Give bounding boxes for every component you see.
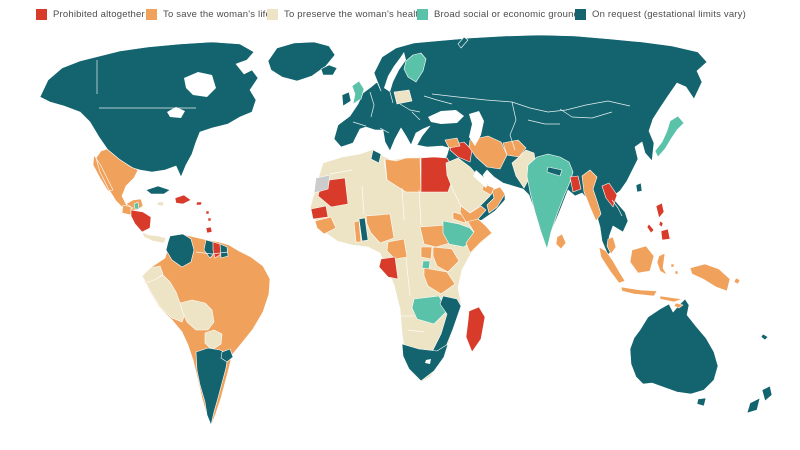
legend-item-prohibited: Prohibited altogether [36, 9, 145, 21]
hudson-bay [184, 72, 216, 97]
country-papua-new-guinea [689, 263, 741, 292]
country-bangladesh [569, 175, 582, 193]
country-poland [393, 89, 413, 105]
country-myanmar [581, 169, 602, 222]
country-oman [486, 186, 506, 214]
country-argentina [195, 347, 229, 426]
country-india [526, 153, 574, 250]
country-indonesia [598, 245, 684, 309]
country-western-sahara [313, 174, 331, 194]
country-borders-africa [329, 159, 425, 333]
legend-swatch-preserve-health [267, 9, 278, 20]
black-sea [428, 110, 464, 124]
country-cameroon [386, 238, 408, 260]
country-borders-asia [431, 93, 631, 217]
country-belize [133, 201, 140, 210]
country-novaya-zemlya [457, 36, 469, 49]
country-malaysia [606, 236, 617, 255]
country-yemen [459, 205, 487, 223]
country-paraguay [204, 329, 223, 351]
country-puerto-rico [195, 201, 203, 206]
country-cuba [145, 185, 171, 195]
legend: Prohibited altogether To save the woman'… [0, 0, 800, 30]
country-libya [384, 157, 422, 193]
country-united-states-and-canada [39, 41, 259, 178]
country-uganda [420, 246, 433, 260]
country-haiti-dominican-republic [174, 194, 192, 205]
country-greenland [267, 41, 336, 82]
country-togo [353, 220, 362, 243]
country-iceland [320, 64, 338, 76]
legend-swatch-prohibited [36, 9, 47, 20]
country-new-zealand [746, 385, 773, 414]
country-somalia [465, 213, 493, 254]
country-nigeria [365, 213, 395, 244]
lesotho-hole [425, 359, 431, 364]
country-french-guiana [219, 243, 229, 259]
country-australia [629, 298, 719, 407]
country-south-africa [401, 343, 449, 382]
country-kenya [432, 246, 460, 273]
country-tanzania [423, 267, 456, 295]
country-senegal [310, 205, 329, 220]
country-finland [403, 52, 427, 83]
persian-gulf [473, 170, 489, 188]
country-new-caledonia [760, 333, 769, 341]
country-colombia [165, 233, 195, 268]
country-borders-europe [352, 91, 453, 134]
country-saudi-arabia [445, 157, 494, 214]
legend-label-prohibited: Prohibited altogether [53, 9, 145, 20]
legend-swatch-broad-grounds [417, 9, 428, 20]
country-south-sudan [419, 224, 451, 248]
legend-label-on-request: On request (gestational limits vary) [592, 9, 746, 20]
legend-swatch-save-life [146, 9, 157, 20]
legend-label-broad-grounds: Broad social or economic grounds [434, 9, 585, 20]
country-united-kingdom [351, 80, 365, 105]
legend-item-save-life: To save the woman's life [146, 9, 271, 21]
legend-swatch-on-request [575, 9, 586, 20]
country-lesser-antilles [205, 210, 212, 222]
country-ireland [341, 91, 352, 107]
country-japan [654, 115, 685, 158]
country-uruguay [220, 348, 234, 363]
country-iran [468, 135, 508, 170]
legend-item-preserve-health: To preserve the woman's health* [267, 9, 428, 21]
country-trinidad-and-tobago [205, 226, 213, 234]
country-madagascar [465, 306, 486, 353]
country-rwanda-burundi [421, 260, 431, 270]
legend-label-save-life: To save the woman's life [163, 9, 271, 20]
country-congo-gabon [378, 256, 399, 280]
country-guinea [314, 216, 337, 235]
baltic-sea [384, 52, 406, 92]
country-borders-americas [96, 60, 229, 255]
country-guatemala [121, 204, 132, 216]
caspian-sea [469, 111, 484, 146]
country-jamaica [156, 201, 165, 207]
legend-item-on-request: On request (gestational limits vary) [575, 9, 746, 21]
legend-item-broad-grounds: Broad social or economic grounds [417, 9, 584, 21]
country-suriname [212, 241, 222, 259]
legend-label-preserve-health: To preserve the woman's health* [284, 9, 428, 20]
country-sri-lanka [555, 233, 567, 250]
country-taiwan [635, 182, 643, 193]
country-philippines [646, 202, 671, 241]
country-honduras-nicaragua-el-salvador [130, 209, 152, 233]
country-tunisia [370, 149, 382, 164]
country-zambia [411, 295, 448, 325]
country-costa-rica-panama [141, 231, 167, 244]
great-lakes [167, 107, 185, 118]
country-laos [601, 182, 618, 208]
country-bolivia [179, 299, 215, 331]
country-benin [358, 217, 369, 242]
country-nepal [546, 166, 563, 177]
country-syria [444, 137, 461, 149]
